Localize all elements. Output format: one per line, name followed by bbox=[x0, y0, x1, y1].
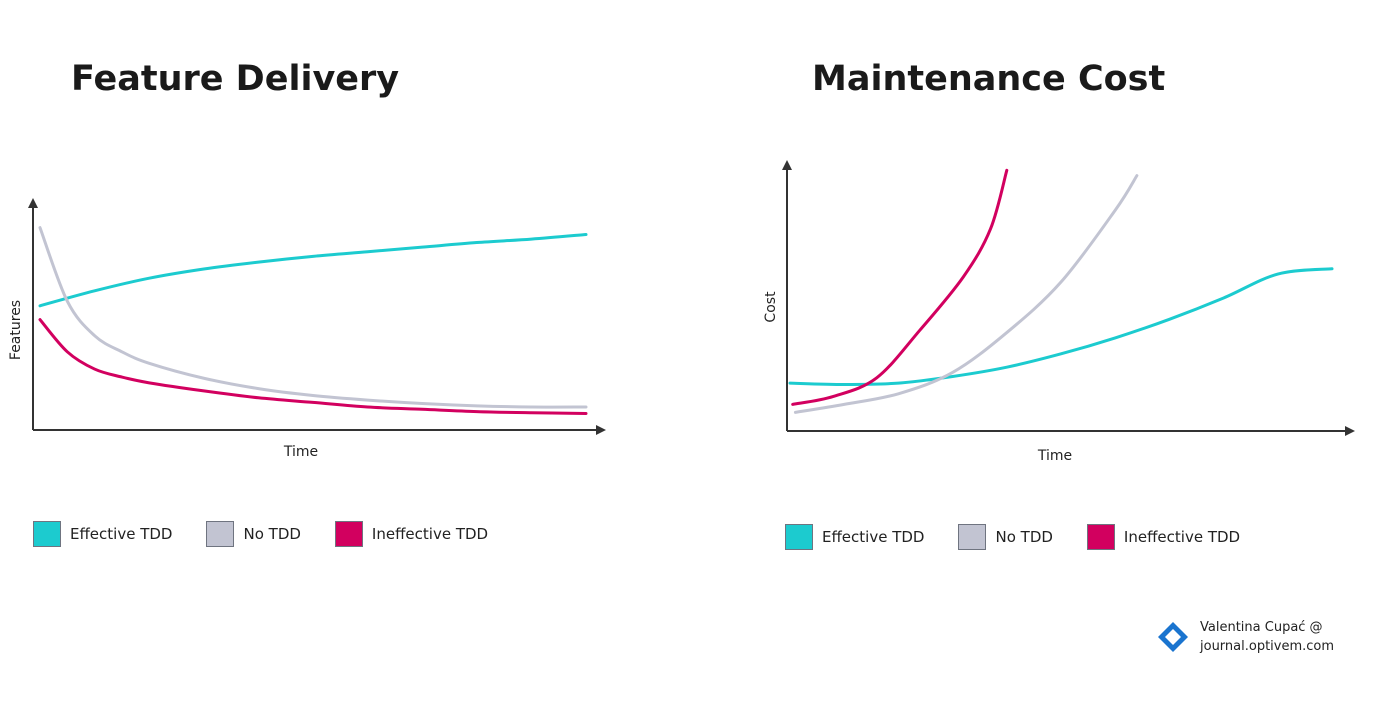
legend-item-effective-tdd: Effective TDD bbox=[785, 524, 924, 550]
legend-item-ineffective-tdd: Ineffective TDD bbox=[1086, 524, 1241, 550]
series-line-effective-tdd bbox=[38, 233, 588, 308]
legend-swatch-ineffective-tdd bbox=[334, 521, 363, 547]
series-line-effective-tdd bbox=[788, 267, 1334, 386]
y-axis-arrow-icon bbox=[28, 198, 38, 208]
x-axis-label: Time bbox=[1037, 448, 1072, 464]
legend-swatch-no-tdd bbox=[958, 524, 987, 550]
legend-item-ineffective-tdd: Ineffective TDD bbox=[334, 521, 489, 547]
y-axis-label: Features bbox=[8, 300, 24, 360]
legend-label: No TDD bbox=[995, 528, 1053, 546]
x-axis-arrow-icon bbox=[596, 425, 606, 435]
legend-label: Effective TDD bbox=[70, 525, 173, 543]
y-axis-arrow-icon bbox=[782, 160, 792, 170]
x-axis-label: Time bbox=[283, 444, 318, 460]
credit-author: Valentina Cupać @ bbox=[1200, 620, 1323, 635]
credit-site-link[interactable]: journal.optivem.com bbox=[1200, 639, 1335, 654]
legend-swatch-effective-tdd bbox=[785, 524, 813, 550]
maintenance-cost-legend: Effective TDD No TDD Ineffective TDD bbox=[785, 524, 1274, 550]
x-axis-arrow-icon bbox=[1345, 426, 1355, 436]
series-line-no-tdd bbox=[793, 174, 1139, 414]
legend-item-effective-tdd: Effective TDD bbox=[33, 521, 172, 547]
legend-label: Ineffective TDD bbox=[1123, 528, 1241, 546]
legend-swatch-no-tdd bbox=[206, 521, 235, 547]
chart-title-maintenance-cost: Maintenance Cost bbox=[812, 59, 1166, 99]
legend-label: No TDD bbox=[243, 525, 301, 543]
series-line-no-tdd bbox=[38, 226, 588, 409]
legend-label: Effective TDD bbox=[822, 528, 925, 546]
author-credit: Valentina Cupać @ journal.optivem.com bbox=[1156, 618, 1334, 656]
legend-swatch-ineffective-tdd bbox=[1086, 524, 1115, 550]
feature-delivery-legend: Effective TDD No TDD Ineffective TDD bbox=[33, 521, 522, 547]
legend-label: Ineffective TDD bbox=[371, 525, 489, 543]
legend-swatch-effective-tdd bbox=[33, 521, 61, 547]
series-line-ineffective-tdd bbox=[38, 318, 588, 415]
chart-title-feature-delivery: Feature Delivery bbox=[71, 59, 400, 99]
legend-item-no-tdd: No TDD bbox=[206, 521, 301, 547]
diamond-logo-icon bbox=[1158, 622, 1188, 652]
credit-text: Valentina Cupać @ journal.optivem.com bbox=[1200, 618, 1334, 656]
y-axis-label: Cost bbox=[763, 291, 779, 323]
series-line-ineffective-tdd bbox=[791, 168, 1009, 406]
legend-item-no-tdd: No TDD bbox=[958, 524, 1053, 550]
